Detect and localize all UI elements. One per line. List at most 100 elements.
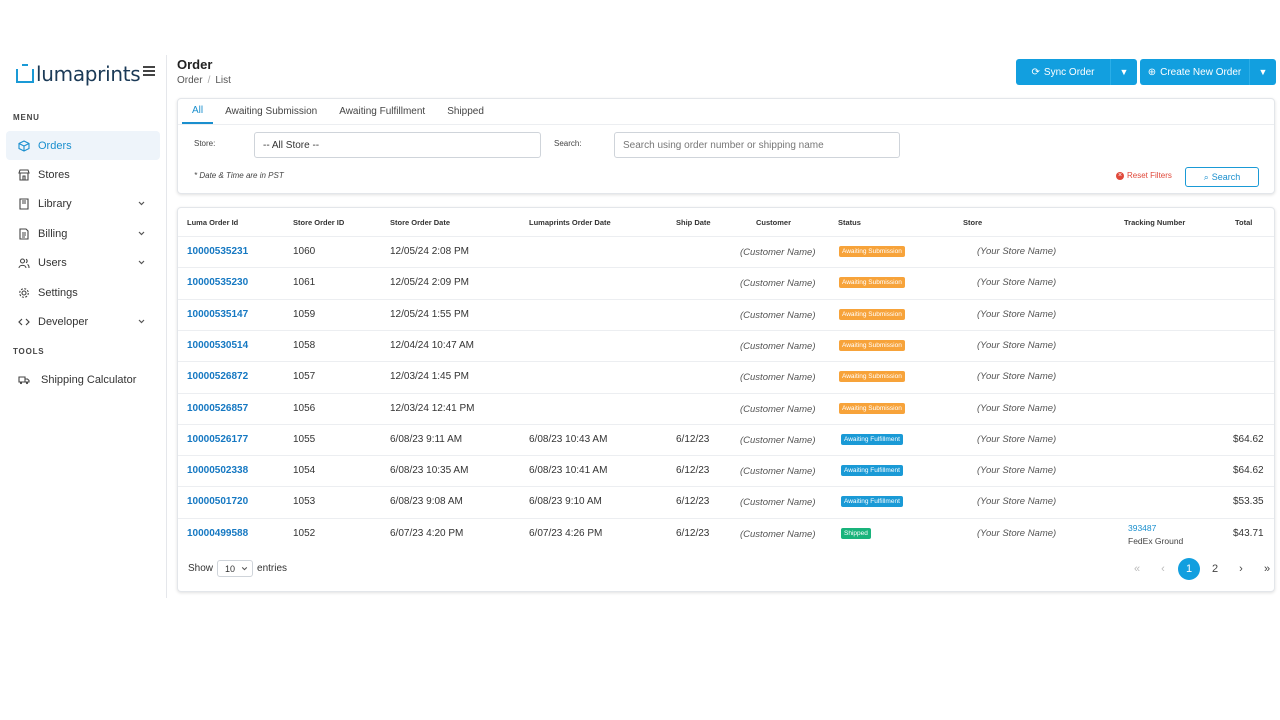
close-circle-icon: × (1116, 171, 1124, 180)
entries-select[interactable]: 10 (217, 560, 254, 577)
order-total: $43.71 (1233, 527, 1264, 539)
store-order-id: 1060 (293, 246, 316, 257)
tracking-number-link[interactable]: 393487 (1128, 522, 1157, 533)
tab-shipped[interactable]: Shipped (447, 106, 484, 117)
table-row[interactable]: 10000502338 1054 6/08/23 10:35 AM 6/08/23 1… (178, 455, 1274, 486)
store-icon (18, 168, 30, 181)
store-name: (Your Store Name) (977, 433, 1057, 445)
billing-icon (18, 227, 30, 240)
sidebar-item-label: Billing (38, 227, 68, 240)
sync-order-dropdown-toggle[interactable]: ▼ (1111, 59, 1137, 85)
store-name: (Your Store Name) (977, 402, 1057, 414)
code-icon (18, 316, 30, 328)
status-badge: Shipped (841, 527, 871, 539)
store-order-date: 12/03/24 12:41 PM (390, 402, 475, 414)
store-order-date: 12/05/24 2:09 PM (390, 277, 469, 289)
pagination: « ‹ 1 2 › » (1122, 558, 1278, 580)
order-id-link[interactable]: 10000499588 (187, 527, 249, 539)
order-id-link[interactable]: 10000535230 (187, 277, 249, 289)
box-icon (18, 139, 30, 152)
store-name: (Your Store Name) (977, 496, 1057, 508)
table-row[interactable]: 10000535231 1060 12/05/24 2:08 PM (Customer… (178, 236, 1274, 267)
sidebar-item-users[interactable]: Users (6, 248, 160, 277)
sidebar-item-orders[interactable]: Orders (6, 131, 160, 160)
hamburger-menu-icon[interactable] (143, 66, 155, 76)
sidebar-item-developer[interactable]: Developer (6, 307, 160, 336)
sidebar-item-billing[interactable]: Billing (6, 219, 160, 248)
table-row[interactable]: 10000535147 1059 12/05/24 1:55 PM (Customer… (178, 298, 1274, 330)
table-row[interactable]: 10000526872 1057 12/03/24 1:45 PM (Customer… (178, 361, 1274, 392)
page-title: Order (177, 57, 213, 72)
last-page-button[interactable]: » (1263, 563, 1271, 575)
ship-date: 6/12/23 (676, 527, 710, 539)
store-order-date: 6/08/23 9:08 AM (390, 496, 463, 508)
brand-logo[interactable]: lumaprints (16, 62, 141, 86)
search-button[interactable]: ⌕ Search (1185, 167, 1259, 187)
page-2-button[interactable]: 2 (1211, 563, 1219, 575)
store-name: (Your Store Name) (977, 527, 1057, 539)
table-row[interactable]: 10000526177 1055 6/08/23 9:11 AM 6/08/23 10… (178, 423, 1274, 455)
col-status-header: Status (838, 218, 861, 227)
order-id-link[interactable]: 10000526872 (187, 371, 249, 383)
breadcrumb-order-link[interactable]: Order (177, 75, 203, 86)
ship-date: 6/12/23 (676, 465, 710, 477)
tab-divider (178, 124, 1274, 125)
sidebar-item-label: Library (38, 197, 72, 210)
create-new-order-button[interactable]: ⊕ Create New Order (1140, 59, 1250, 85)
customer-name: (Customer Name) (740, 403, 816, 415)
sidebar: lumaprints MENU Orders Stores Library Bi… (0, 55, 167, 598)
lumaprints-order-date: 6/08/23 9:10 AM (529, 496, 602, 508)
sync-order-button[interactable]: ⟳ Sync Order (1016, 59, 1111, 85)
table-row[interactable]: 10000535230 1061 12/05/24 2:09 PM (Customer… (178, 267, 1274, 298)
first-page-button[interactable]: « (1133, 563, 1141, 575)
gear-icon (18, 287, 30, 299)
order-id-link[interactable]: 10000530514 (187, 339, 249, 351)
search-input[interactable]: Search using order number or shipping na… (614, 132, 900, 158)
sync-order-button-group: ⟳ Sync Order ▼ (1016, 59, 1137, 85)
table-row[interactable]: 10000499588 1052 6/07/23 4:20 PM 6/07/23 4:… (178, 517, 1274, 549)
col-total-header: Total (1235, 218, 1253, 227)
reset-filters-link[interactable]: × Reset Filters (1116, 171, 1172, 180)
tab-awaiting-submission[interactable]: Awaiting Submission (225, 106, 318, 117)
table-row[interactable]: 10000501720 1053 6/08/23 9:08 AM 6/08/23 9:… (178, 486, 1274, 517)
sidebar-item-shipping-calculator[interactable]: Shipping Calculator (6, 365, 160, 394)
orders-table-card: Luma Order Id Store Order ID Store Order D… (177, 207, 1275, 592)
sidebar-item-library[interactable]: Library (6, 189, 160, 218)
caret-down-icon: ▼ (1119, 67, 1129, 77)
store-name: (Your Store Name) (977, 465, 1057, 477)
tab-all[interactable]: All (182, 99, 214, 124)
lumaprints-order-date: 6/07/23 4:26 PM (529, 527, 603, 539)
table-row[interactable]: 10000526857 1056 12/03/24 12:41 PM (Custome… (178, 392, 1274, 424)
order-id-link[interactable]: 10000535231 (187, 246, 249, 257)
store-order-date: 12/03/24 1:45 PM (390, 371, 469, 383)
store-select[interactable]: -- All Store -- (254, 132, 541, 158)
status-badge: Awaiting Submission (839, 308, 905, 320)
search-icon: ⌕ (1203, 171, 1209, 182)
reset-filters-label: Reset Filters (1127, 171, 1172, 180)
status-badge: Awaiting Fulfillment (841, 465, 903, 477)
sidebar-item-settings[interactable]: Settings (6, 278, 160, 307)
store-order-id: 1061 (293, 277, 316, 289)
order-id-link[interactable]: 10000526857 (187, 402, 249, 414)
customer-name: (Customer Name) (740, 278, 816, 290)
breadcrumb: Order / List (177, 75, 231, 86)
store-order-id: 1057 (293, 371, 316, 383)
breadcrumb-separator: / (207, 75, 211, 86)
order-id-link[interactable]: 10000535147 (187, 308, 249, 320)
status-badge: Awaiting Submission (839, 246, 905, 257)
page-1-button[interactable]: 1 (1178, 558, 1200, 580)
sidebar-item-stores[interactable]: Stores (6, 160, 160, 189)
customer-name: (Customer Name) (740, 372, 816, 384)
order-id-link[interactable]: 10000526177 (187, 433, 249, 445)
store-order-date: 6/07/23 4:20 PM (390, 527, 464, 539)
plus-circle-icon: ⊕ (1147, 66, 1157, 78)
order-id-link[interactable]: 10000501720 (187, 496, 249, 508)
order-id-link[interactable]: 10000502338 (187, 465, 249, 477)
col-lumaprints-order-date-header: Lumaprints Order Date (529, 218, 611, 227)
tab-awaiting-fulfillment[interactable]: Awaiting Fulfillment (339, 106, 426, 117)
status-badge: Awaiting Submission (839, 339, 905, 351)
next-page-button[interactable]: › (1239, 563, 1243, 575)
prev-page-button[interactable]: ‹ (1161, 563, 1165, 575)
table-row[interactable]: 10000530514 1058 12/04/24 10:47 AM (Custome… (178, 329, 1274, 361)
create-order-dropdown-toggle[interactable]: ▼ (1250, 59, 1276, 85)
